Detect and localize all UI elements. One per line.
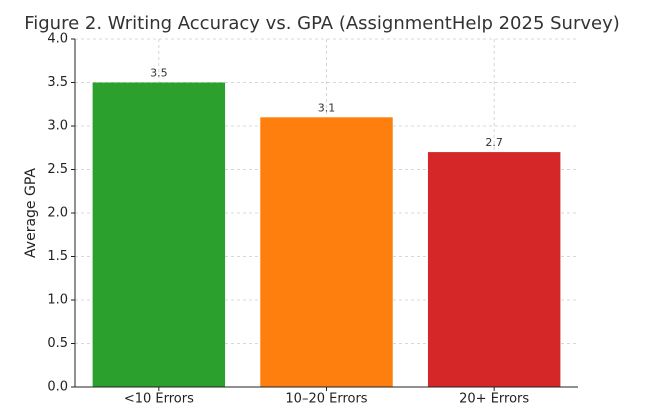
y-tick-label: 0.5 (47, 336, 68, 351)
x-tick-label: <10 Errors (124, 392, 194, 407)
value-label: 3.5 (150, 67, 168, 80)
y-tick-label: 4.0 (47, 32, 68, 47)
y-tick-label: 1.0 (47, 293, 68, 308)
y-tick-label: 3.0 (47, 119, 68, 134)
y-axis-label: Average GPA (23, 168, 39, 258)
bars (92, 82, 561, 388)
y-tick-label: 2.0 (47, 206, 68, 221)
bar (260, 117, 393, 388)
y-tick-label: 2.5 (47, 162, 68, 177)
value-label: 3.1 (318, 101, 336, 114)
bar (92, 82, 226, 387)
x-tick-label: 20+ Errors (459, 392, 529, 407)
x-tick-label: 10–20 Errors (285, 392, 367, 407)
chart-title: Figure 2. Writing Accuracy vs. GPA (Assi… (24, 13, 620, 34)
y-tick-label: 3.5 (47, 75, 68, 90)
value-label: 2.7 (485, 136, 503, 149)
bar (427, 152, 561, 387)
y-tick-label: 1.5 (47, 249, 68, 264)
y-tick-label: 0.0 (47, 380, 68, 395)
